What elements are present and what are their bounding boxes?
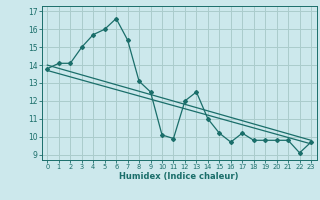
X-axis label: Humidex (Indice chaleur): Humidex (Indice chaleur) [119,172,239,181]
